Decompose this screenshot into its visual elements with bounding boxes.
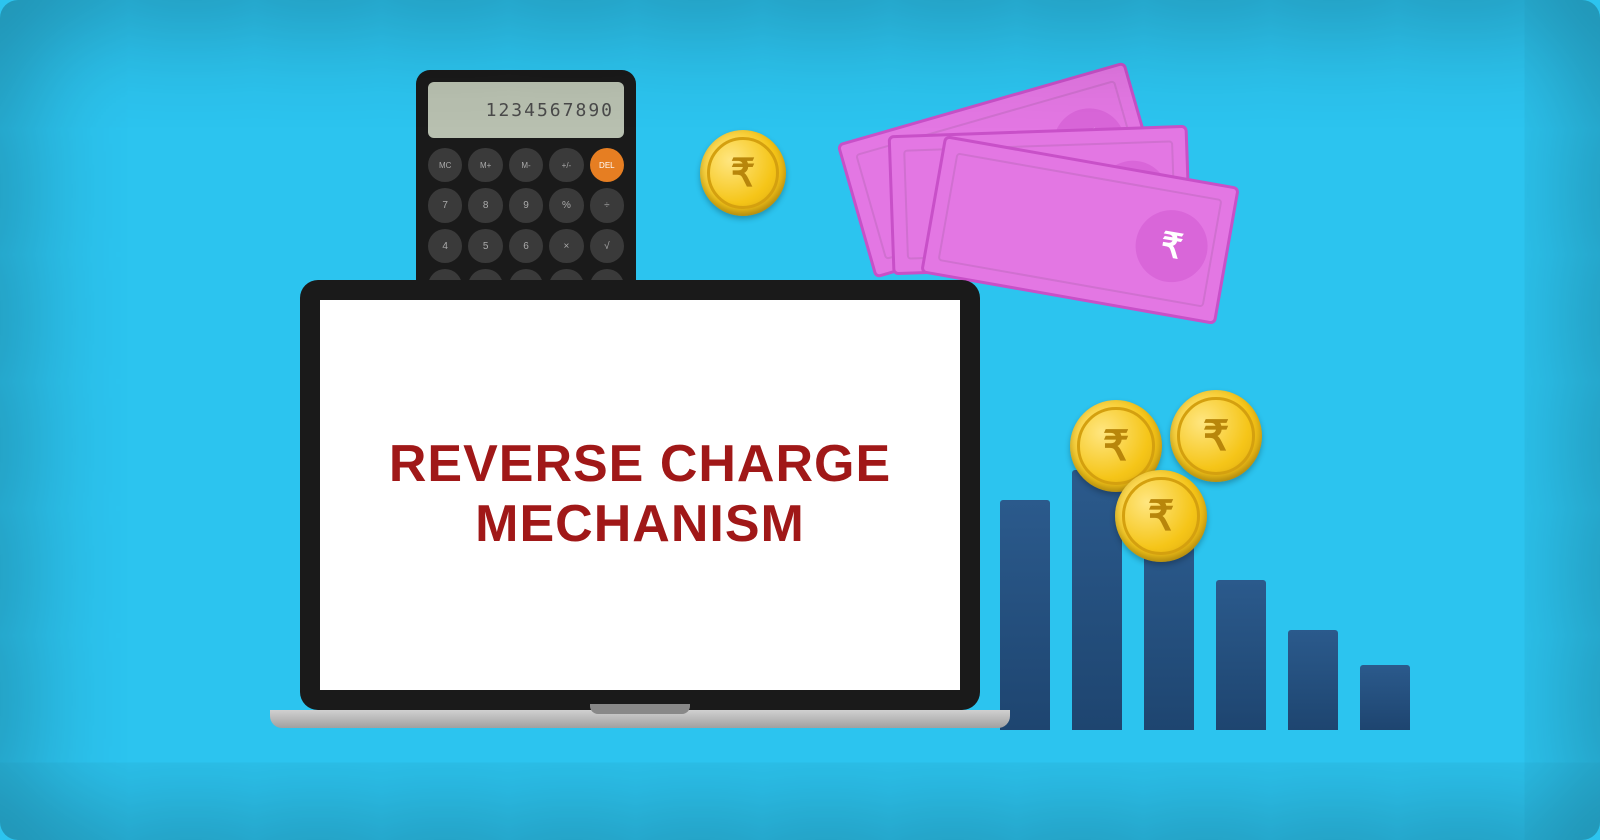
chart-bar xyxy=(1000,500,1050,730)
calc-key: M- xyxy=(509,148,543,182)
infographic-canvas: 1234567890 MC M+ M- +/- DEL 7 8 9 % ÷ 4 … xyxy=(0,0,1600,840)
calc-key: M+ xyxy=(468,148,502,182)
laptop-screen: REVERSE CHARGE MECHANISM xyxy=(300,280,980,710)
chart-bar xyxy=(1288,630,1338,730)
laptop-base xyxy=(270,710,1010,728)
calc-key: 6 xyxy=(509,229,543,263)
coin-icon: ₹ xyxy=(700,130,786,216)
rupee-symbol: ₹ xyxy=(700,130,786,216)
calc-key-del: DEL xyxy=(590,148,624,182)
calc-key: 7 xyxy=(428,188,462,222)
rupee-symbol: ₹ xyxy=(1170,390,1262,482)
calc-key: 5 xyxy=(468,229,502,263)
calc-key: × xyxy=(549,229,583,263)
chart-bar xyxy=(1360,665,1410,730)
calc-key: 4 xyxy=(428,229,462,263)
chart-bar xyxy=(1216,580,1266,730)
calc-key: 9 xyxy=(509,188,543,222)
laptop-notch xyxy=(590,704,690,714)
coin-icon: ₹ xyxy=(1170,390,1262,482)
title-line-1: REVERSE CHARGE xyxy=(389,435,891,493)
calc-key: ÷ xyxy=(590,188,624,222)
calculator-display: 1234567890 xyxy=(428,82,624,138)
calc-key: +/- xyxy=(549,148,583,182)
calc-key: MC xyxy=(428,148,462,182)
coin-icon: ₹ xyxy=(1115,470,1207,562)
rupee-symbol: ₹ xyxy=(1115,470,1207,562)
calc-key: √ xyxy=(590,229,624,263)
calc-key: 8 xyxy=(468,188,502,222)
laptop-icon: REVERSE CHARGE MECHANISM xyxy=(300,280,980,728)
title-line-2: MECHANISM xyxy=(475,495,805,553)
calc-key: % xyxy=(549,188,583,222)
main-title: REVERSE CHARGE MECHANISM xyxy=(389,435,891,555)
